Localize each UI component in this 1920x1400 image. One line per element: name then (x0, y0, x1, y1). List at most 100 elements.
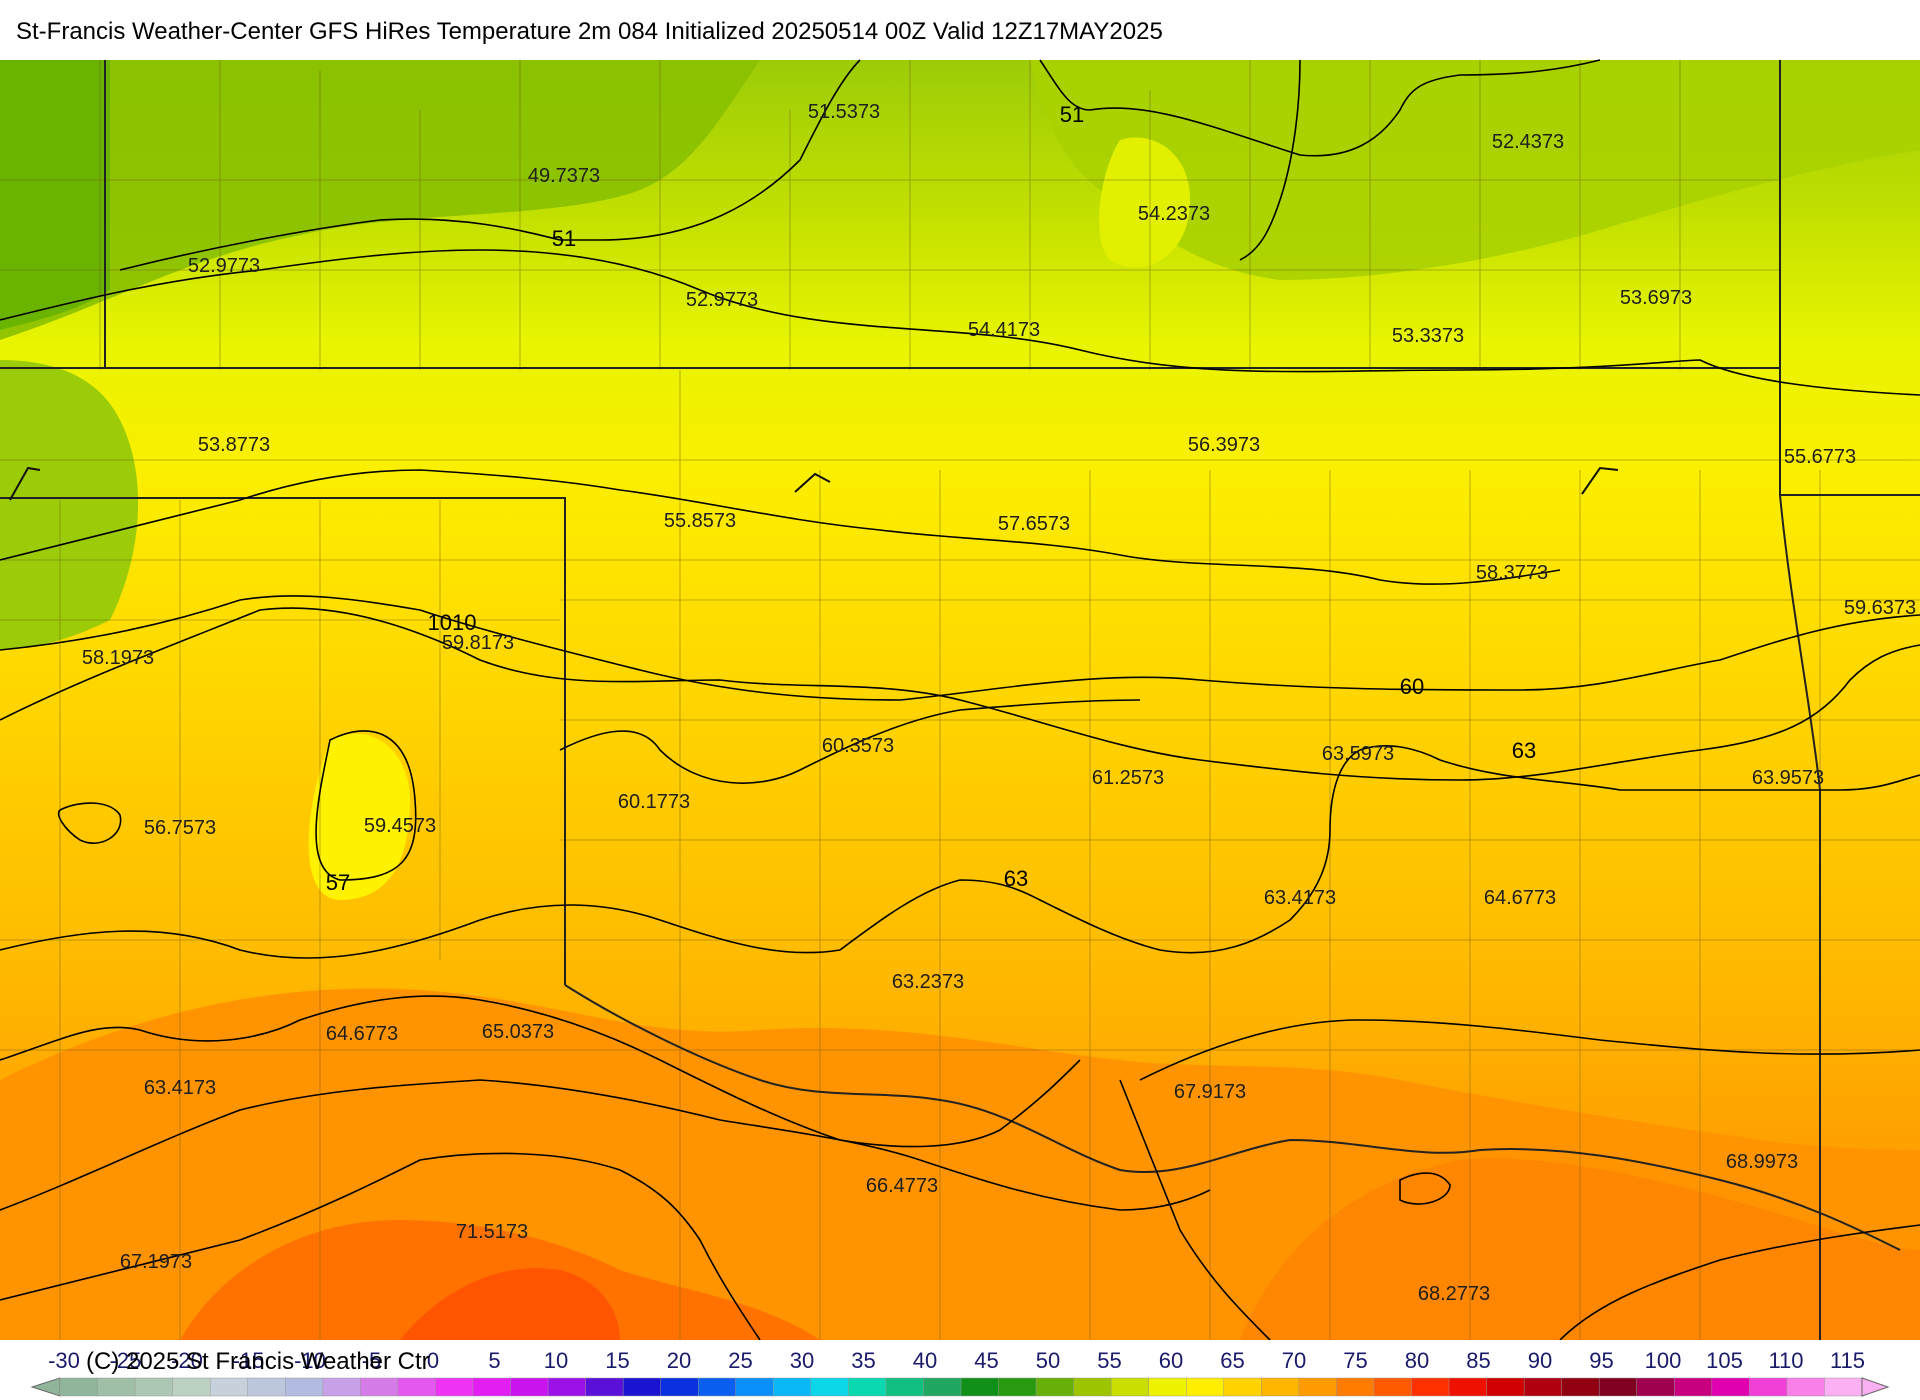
legend-tick-label: 35 (851, 1348, 875, 1373)
contour-value-label: 51 (1060, 102, 1084, 127)
contour-value-label: 57 (326, 870, 350, 895)
legend-color-swatch (1486, 1377, 1525, 1397)
legend-tick-label: 10 (544, 1348, 568, 1373)
point-value-label: 52.9773 (686, 289, 758, 311)
legend-color-swatches (30, 1377, 1890, 1397)
point-value-label: 55.6773 (1784, 446, 1856, 468)
legend-tick-label: 115 (1830, 1348, 1865, 1373)
legend-color-swatch (1336, 1377, 1375, 1397)
legend-color-swatch (1373, 1377, 1413, 1397)
legend-color-swatch (885, 1377, 925, 1397)
legend-tick-label: -15 (233, 1348, 265, 1373)
point-value-label: 53.3373 (1392, 325, 1464, 347)
point-value-label: 64.6773 (326, 1023, 398, 1045)
legend-color-swatch (285, 1377, 324, 1397)
legend-color-swatch (585, 1377, 624, 1397)
point-value-label: 60.3573 (822, 735, 894, 757)
point-value-label: 54.4173 (968, 319, 1040, 341)
legend-tick-labels: -30 -25 -20 -15 -10 -5 0 5 10 15 20 25 30 35 40 45 50 55 6… (48, 1348, 1865, 1373)
legend-tick-label: 0 (427, 1348, 439, 1373)
legend-color-swatch (1298, 1377, 1338, 1397)
legend-color-swatch (735, 1377, 775, 1397)
legend-tick-label: 100 (1645, 1348, 1682, 1373)
point-value-label: 68.9973 (1726, 1151, 1798, 1173)
point-value-label: 61.2573 (1092, 767, 1164, 789)
point-value-label: 67.9173 (1174, 1081, 1246, 1103)
legend-color-swatch (1786, 1377, 1826, 1397)
legend-tick-label: 55 (1097, 1348, 1121, 1373)
legend-color-swatch (1824, 1377, 1863, 1397)
legend-color-swatch (547, 1377, 587, 1397)
legend-tick-label: -30 (48, 1348, 80, 1373)
point-value-label: 58.1973 (82, 647, 154, 669)
legend-min-arrow (30, 1377, 61, 1397)
legend-color-swatch (923, 1377, 962, 1397)
legend-tick-label: 75 (1343, 1348, 1367, 1373)
legend-tick-label: 45 (974, 1348, 998, 1373)
point-value-label: 56.7573 (144, 817, 216, 839)
legend-color-swatch (848, 1377, 887, 1397)
legend-color-swatch (1711, 1377, 1751, 1397)
legend-color-swatch (773, 1377, 812, 1397)
legend-color-swatch (247, 1377, 286, 1397)
legend-color-swatch (1035, 1377, 1075, 1397)
state-boundaries (0, 60, 1920, 1340)
point-value-label: 49.7373 (528, 165, 600, 187)
contour-value-label: 51 (552, 226, 576, 251)
legend-tick-label: 65 (1220, 1348, 1244, 1373)
temperature-map: 51.5373 49.7373 52.9773 52.9773 54.4173 54.23… (0, 59, 1920, 1340)
contour-value-labels: 51 51 1010 60 63 63 57 (326, 102, 1536, 895)
point-value-label: 53.6973 (1620, 287, 1692, 309)
legend-color-swatch (97, 1377, 136, 1397)
point-value-label: 67.1973 (120, 1251, 192, 1273)
legend-color-swatch (59, 1377, 99, 1397)
legend-color-swatch (1448, 1377, 1488, 1397)
legend-color-swatch (960, 1377, 1000, 1397)
point-value-label: 51.5373 (808, 101, 880, 123)
legend-color-swatch (1636, 1377, 1676, 1397)
legend-color-swatch (697, 1377, 737, 1397)
legend-color-swatch (810, 1377, 850, 1397)
point-value-label: 63.4173 (144, 1077, 216, 1099)
copyright-notice: (C) 2025 St Francis Weather Ctr (86, 1348, 430, 1375)
point-value-label: 56.3973 (1188, 434, 1260, 456)
legend-tick-label: 60 (1159, 1348, 1183, 1373)
point-value-label: 59.4573 (364, 815, 436, 837)
legend-color-swatch (1261, 1377, 1300, 1397)
legend-tick-label: 40 (913, 1348, 937, 1373)
contour-value-label: 1010 (428, 610, 477, 635)
legend-tick-label: 95 (1589, 1348, 1613, 1373)
legend-tick-label: 50 (1036, 1348, 1060, 1373)
isotherm-contours (0, 59, 1920, 1340)
legend-tick-label: -5 (362, 1348, 382, 1373)
legend-color-swatch (1186, 1377, 1225, 1397)
legend-color-swatch (134, 1377, 174, 1397)
legend-color-swatch (322, 1377, 362, 1397)
legend-color-swatch (1073, 1377, 1112, 1397)
legend-tick-label: 105 (1706, 1348, 1743, 1373)
point-value-label: 52.9773 (188, 255, 260, 277)
legend-color-swatch (1561, 1377, 1600, 1397)
wind-barbs (9, 466, 1619, 501)
point-value-label: 71.5173 (456, 1221, 528, 1243)
legend-color-swatch (510, 1377, 549, 1397)
point-value-label: 63.4173 (1264, 887, 1336, 909)
point-value-label: 58.3773 (1476, 562, 1548, 584)
legend-color-swatch (1749, 1377, 1788, 1397)
point-value-label: 63.2373 (892, 971, 964, 993)
point-value-label: 59.6373 (1844, 597, 1916, 619)
legend-tick-label: 70 (1282, 1348, 1306, 1373)
legend-tick-label: 5 (488, 1348, 500, 1373)
legend-color-swatch (1110, 1377, 1150, 1397)
legend-tick-label: 110 (1768, 1348, 1803, 1373)
point-value-label: 54.2373 (1138, 203, 1210, 225)
legend-color-swatch (1148, 1377, 1188, 1397)
legend-tick-label: 85 (1466, 1348, 1490, 1373)
legend-color-swatch (209, 1377, 249, 1397)
point-value-label: 64.6773 (1484, 887, 1556, 909)
legend-tick-label: 25 (728, 1348, 752, 1373)
point-value-label: 60.1773 (618, 791, 690, 813)
contour-value-label: 60 (1400, 674, 1424, 699)
legend-tick-label: 30 (790, 1348, 814, 1373)
legend-tick-label: -10 (294, 1348, 326, 1373)
